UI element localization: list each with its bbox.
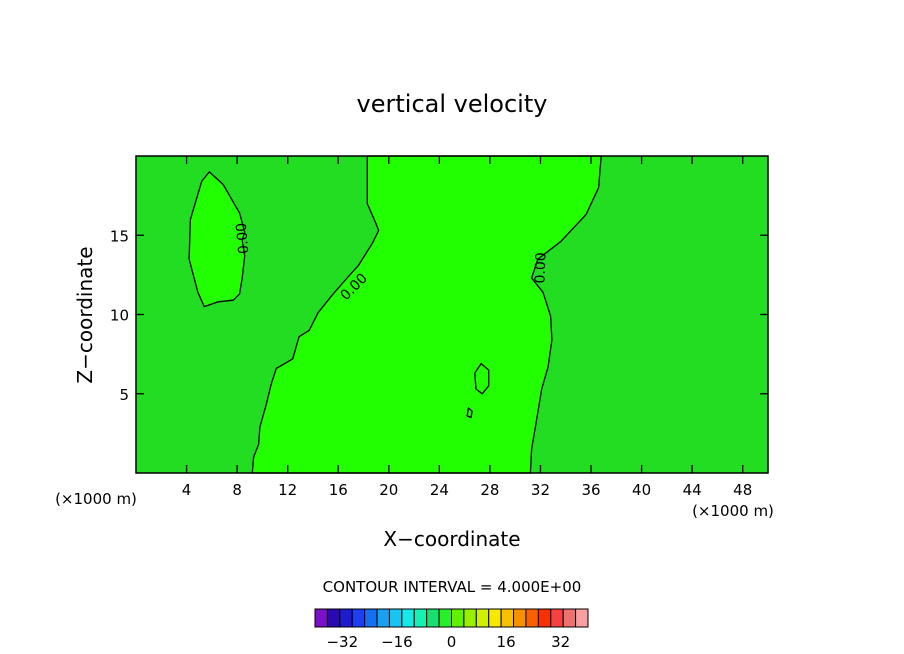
x-tick-label: 8 — [232, 481, 242, 499]
colorbar-tick-label: 0 — [447, 633, 457, 651]
contour-region-positive-plume — [251, 155, 602, 474]
colorbar-swatch — [500, 608, 515, 628]
x-tick-label: 16 — [329, 481, 348, 499]
x-tick-label: 28 — [480, 481, 499, 499]
contour-label: 0.00 — [532, 252, 549, 284]
contour-region-small-cell-b — [466, 407, 473, 419]
colorbar-swatch — [525, 608, 539, 628]
contour-interval-text: CONTOUR INTERVAL = 4.000E+00 — [323, 578, 582, 596]
contour-regions — [188, 155, 602, 474]
x-tick-label: 20 — [379, 481, 398, 499]
colorbar-swatch — [314, 608, 328, 628]
y-axis-label: Z−coordinate — [73, 246, 97, 383]
colorbar-swatch — [451, 608, 465, 628]
x-tick-label: 24 — [430, 481, 449, 499]
colorbar-swatch — [426, 608, 440, 628]
colorbar-swatch — [413, 608, 428, 628]
plot-area — [135, 155, 769, 474]
y-tick-label: 15 — [110, 227, 129, 245]
colorbar-swatch — [438, 608, 453, 628]
chart-title: vertical velocity — [357, 90, 548, 118]
x-tick-label: 32 — [531, 481, 550, 499]
colorbar-swatch — [488, 608, 502, 628]
x-axis: 4 8 12 16 20 24 28 32 36 40 44 48 — [182, 156, 752, 499]
colorbar-swatch — [326, 608, 341, 628]
x-tick-label: 40 — [632, 481, 651, 499]
colorbar-tick-label: −16 — [381, 633, 413, 651]
y-tick-label: 10 — [110, 307, 129, 325]
colorbar-swatch — [388, 608, 403, 628]
colorbar-swatch — [550, 608, 564, 628]
contour-region-small-cell-a — [474, 362, 490, 395]
y-axis: 5 10 15 — [110, 227, 768, 404]
colorbar-swatch — [339, 608, 353, 628]
colorbar-tick-label: −32 — [326, 633, 358, 651]
colorbar-swatch — [401, 608, 415, 628]
colorbar-swatch — [376, 608, 390, 628]
colorbar-tick-label: 16 — [497, 633, 516, 651]
colorbar-swatch — [351, 608, 366, 628]
colorbar-swatch — [364, 608, 378, 628]
colorbar-swatch — [513, 608, 527, 628]
x-axis-label: X−coordinate — [383, 527, 520, 551]
x-tick-label: 44 — [683, 481, 702, 499]
contour-region-left-island — [188, 171, 246, 308]
x-tick-label: 48 — [733, 481, 752, 499]
x-tick-label: 4 — [182, 481, 192, 499]
x-unit-right: (×1000 m) — [692, 502, 774, 520]
x-unit-left: (×1000 m) — [55, 490, 137, 508]
colorbar-swatch — [562, 608, 577, 628]
colorbar-swatch — [537, 608, 552, 628]
colorbar: −32 −16 0 16 32 — [314, 608, 589, 651]
y-tick-label: 5 — [119, 386, 129, 404]
x-tick-label: 12 — [278, 481, 297, 499]
colorbar-swatch — [575, 608, 589, 628]
x-tick-label: 36 — [581, 481, 600, 499]
colorbar-swatch — [475, 608, 490, 628]
colorbar-tick-label: 32 — [551, 633, 570, 651]
colorbar-swatch — [463, 608, 477, 628]
contour-label: 0.00 — [234, 222, 253, 254]
